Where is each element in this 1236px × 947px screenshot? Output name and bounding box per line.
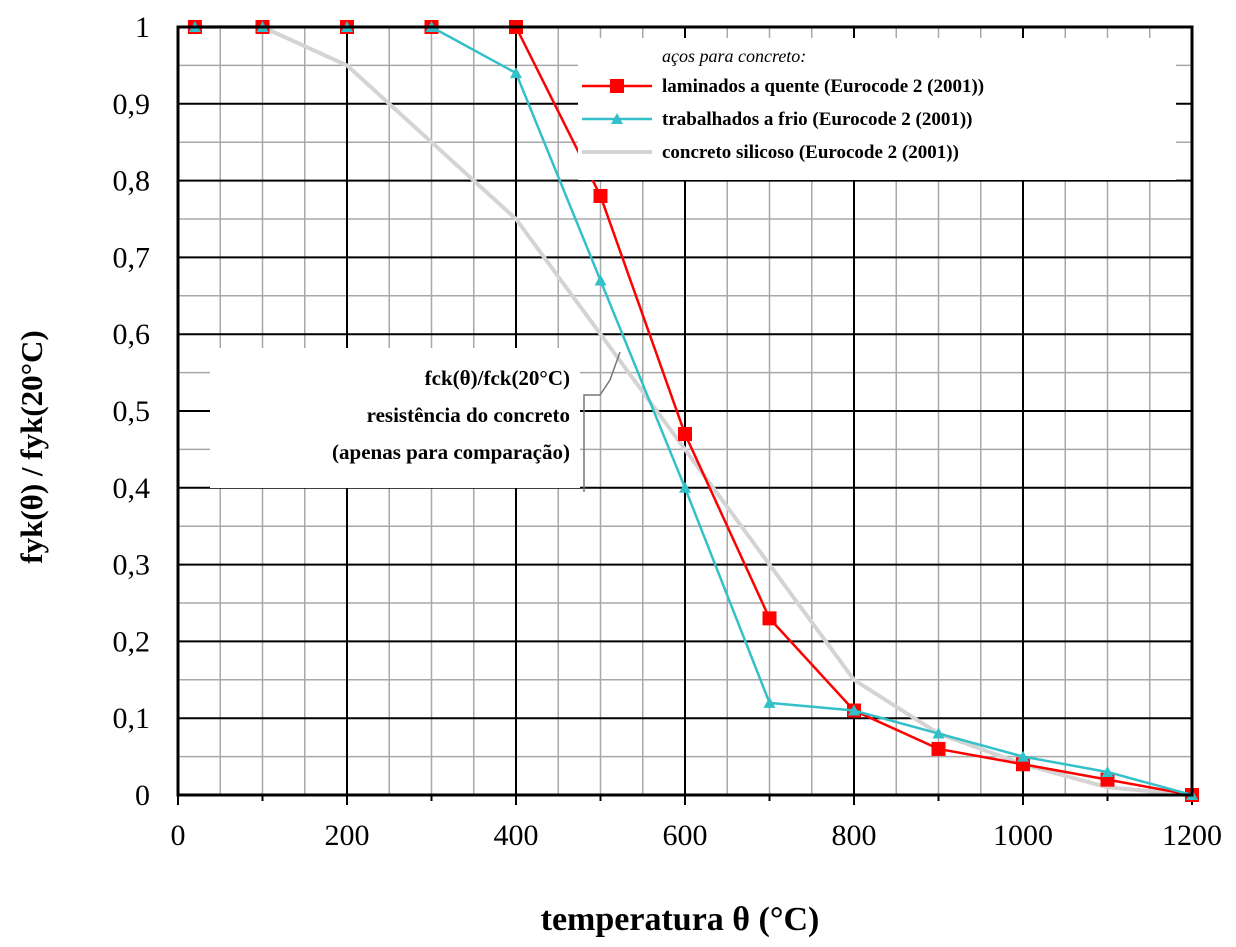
y-axis-label: fyk(θ) / fyk(20°C) xyxy=(14,330,49,564)
y-tick-label: 0,3 xyxy=(113,549,151,582)
legend-marker-triangle xyxy=(611,113,623,124)
concrete-annotation: fck(θ)/fck(20°C) resistência do concreto… xyxy=(210,348,621,492)
data-point-square xyxy=(593,188,608,203)
plot-frame xyxy=(176,25,1194,797)
data-point-triangle xyxy=(510,67,522,79)
legend-background xyxy=(578,38,1176,180)
y-tick-label: 0,5 xyxy=(113,395,151,428)
data-point-triangle xyxy=(1101,765,1114,777)
legend-label: laminados a quente (Eurocode 2 (2001)) xyxy=(662,76,984,97)
legend-entries: laminados a quente (Eurocode 2 (2001)) tr… xyxy=(582,76,984,163)
x-tick-label: 400 xyxy=(494,819,539,852)
y-tick-label: 1 xyxy=(135,11,150,44)
x-tick-label: 200 xyxy=(325,819,370,852)
y-tick-label: 0,8 xyxy=(113,165,151,198)
data-point-square xyxy=(931,741,946,756)
y-tick-label: 0,7 xyxy=(113,241,151,274)
y-tick-label: 0,2 xyxy=(113,625,151,658)
data-point-square xyxy=(678,427,692,442)
x-tick-label: 600 xyxy=(663,819,708,852)
data-point-triangle xyxy=(594,274,607,286)
x-tick-label: 0 xyxy=(171,819,186,852)
annotation-line-3: (apenas para comparação) xyxy=(332,440,570,464)
x-axis-tick-labels: 0 200 400 600 800 1000 1200 xyxy=(171,819,1223,852)
legend-title: aços para concreto: xyxy=(662,46,806,66)
annotation-line-2: resistência do concreto xyxy=(367,403,570,427)
y-tick-label: 0,4 xyxy=(113,472,151,505)
legend: aços para concreto: laminados a quente (… xyxy=(578,38,1176,180)
x-tick-label: 1000 xyxy=(993,819,1053,852)
annotation-line-1: fck(θ)/fck(20°C) xyxy=(425,366,570,390)
x-tick-label: 1200 xyxy=(1162,819,1222,852)
x-axis-label: temperatura θ (°C) xyxy=(541,901,820,938)
annotation-box xyxy=(210,348,580,488)
y-tick-label: 0 xyxy=(135,779,150,812)
data-point-square xyxy=(762,611,777,626)
legend-label: concreto silicoso (Eurocode 2 (2001)) xyxy=(662,142,959,163)
data-point-triangle xyxy=(1017,750,1029,762)
annotation-bracket xyxy=(583,351,621,492)
y-tick-label: 0,1 xyxy=(113,702,151,735)
y-tick-label: 0,9 xyxy=(113,88,151,121)
y-tick-label: 0,6 xyxy=(113,318,151,351)
data-point-triangle xyxy=(932,727,945,739)
y-axis-tick-labels: 0 0,1 0,2 0,3 0,4 0,5 0,6 0,7 0,8 0,9 1 xyxy=(113,11,151,812)
legend-label: trabalhados a frio (Eurocode 2 (2001)) xyxy=(662,109,973,130)
data-point-triangle xyxy=(679,481,691,493)
x-tick-label: 800 xyxy=(832,819,877,852)
data-point-triangle xyxy=(848,704,860,716)
data-point-triangle xyxy=(763,696,776,708)
legend-marker-square xyxy=(610,79,624,93)
